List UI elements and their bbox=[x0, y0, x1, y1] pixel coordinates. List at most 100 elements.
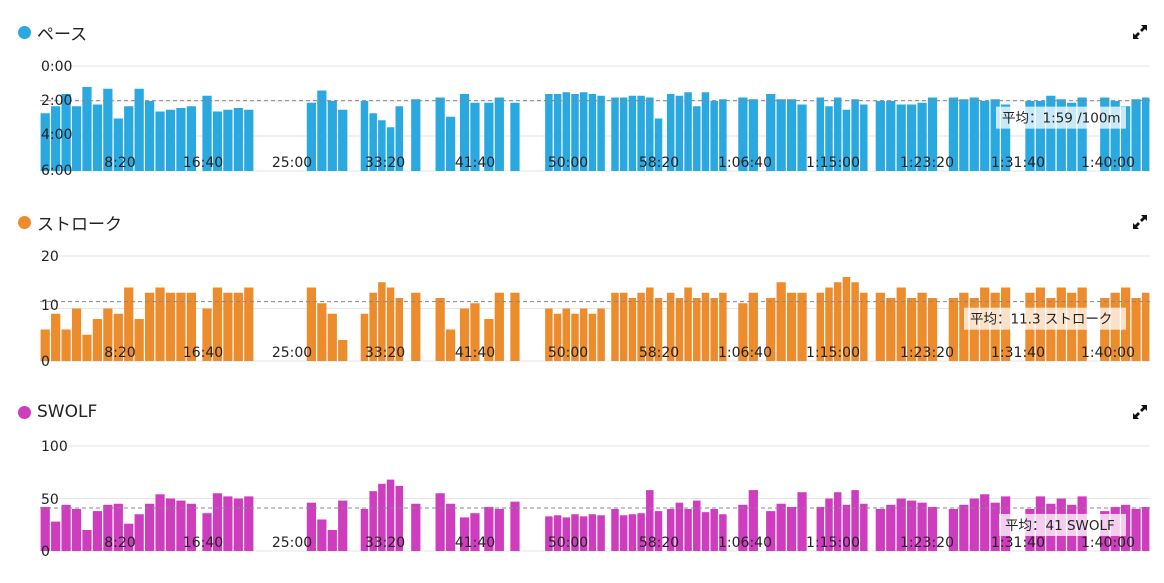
pace-bar bbox=[470, 102, 480, 171]
swolf-average-label: 平均：41 SWOLF bbox=[1005, 518, 1115, 534]
stroke-bar bbox=[797, 292, 807, 361]
pace-bar bbox=[628, 95, 637, 171]
stroke-bar bbox=[748, 292, 758, 361]
pace-bar bbox=[40, 113, 50, 171]
stroke-bar bbox=[61, 329, 71, 361]
swolf-bar bbox=[927, 506, 938, 551]
pace-bar bbox=[786, 99, 797, 171]
stroke-bar bbox=[701, 292, 710, 361]
swolf-bar bbox=[144, 503, 155, 551]
swolf-panel: SWOLF 100 50 0 8:20 16:40 25:00 33:20 41:40 50:0… bbox=[0, 380, 1164, 570]
pace-bar bbox=[435, 97, 445, 171]
pace-x-tick: 33:20 bbox=[365, 155, 405, 171]
stroke-bar bbox=[103, 308, 113, 361]
pace-bar bbox=[1110, 101, 1120, 171]
swolf-bar bbox=[435, 493, 445, 551]
swolf-expand-button[interactable] bbox=[1130, 402, 1150, 422]
swolf-bar bbox=[317, 519, 327, 551]
swolf-bar bbox=[327, 530, 337, 551]
stroke-x-tick: 58:20 bbox=[639, 345, 679, 361]
pace-x-tick: 41:40 bbox=[455, 155, 495, 171]
swolf-average-label-bg bbox=[999, 513, 1126, 536]
pace-x-tick: 1:40:00 bbox=[1081, 155, 1135, 171]
stroke-bar bbox=[917, 292, 927, 361]
pace-y-tick: 6:00 bbox=[41, 163, 72, 179]
swolf-bar bbox=[917, 502, 927, 551]
pace-bar bbox=[1141, 97, 1150, 171]
swolf-bar bbox=[411, 503, 421, 551]
pace-bar bbox=[684, 92, 692, 171]
stroke-bar bbox=[92, 319, 103, 361]
swolf-bar bbox=[797, 492, 807, 551]
stroke-x-tick: 1:06:40 bbox=[718, 345, 772, 361]
pace-x-tick: 8:20 bbox=[104, 155, 135, 171]
stroke-header: ストローク bbox=[18, 210, 122, 235]
pace-x-tick: 1:06:40 bbox=[718, 155, 772, 171]
stroke-x-tick: 1:15:00 bbox=[806, 345, 860, 361]
stroke-chart: 20 10 0 8:20 16:40 25:00 33:20 41:40 50:00 58:20 1… bbox=[40, 249, 1150, 370]
stroke-bar bbox=[113, 313, 123, 361]
stroke-bar bbox=[738, 303, 748, 361]
pace-bar bbox=[338, 109, 348, 171]
stroke-bar bbox=[619, 292, 628, 361]
stroke-bar bbox=[435, 298, 445, 361]
swolf-bar bbox=[445, 503, 456, 551]
pace-bar bbox=[61, 94, 71, 171]
stroke-bar bbox=[684, 287, 692, 361]
pace-bar bbox=[484, 102, 494, 171]
stroke-bar bbox=[244, 287, 254, 361]
swolf-bar bbox=[860, 503, 868, 551]
stroke-x-tick: 1:40:00 bbox=[1081, 345, 1135, 361]
swolf-y-tick: 0 bbox=[41, 544, 50, 560]
pace-bar bbox=[327, 101, 337, 171]
swolf-bar bbox=[61, 504, 71, 551]
swolf-bar bbox=[1141, 506, 1150, 551]
swolf-bar bbox=[369, 491, 377, 551]
swolf-x-tick: 25:00 bbox=[272, 535, 312, 551]
swolf-bar bbox=[597, 515, 605, 551]
pace-bar bbox=[1025, 101, 1035, 171]
stroke-panel: ストローク 20 10 0 8:20 16:40 25:00 33:20 41:40 50:00… bbox=[0, 190, 1164, 380]
pace-bar bbox=[459, 94, 470, 171]
swolf-y-tick: 50 bbox=[41, 492, 59, 508]
pace-bar bbox=[134, 88, 144, 171]
stroke-bar bbox=[886, 298, 896, 361]
pace-bar bbox=[1000, 104, 1011, 171]
pace-bar bbox=[1077, 97, 1087, 171]
pace-bar bbox=[738, 97, 748, 171]
pace-x-tick: 1:15:00 bbox=[806, 155, 860, 171]
swolf-bar bbox=[306, 502, 317, 551]
stroke-bar bbox=[896, 287, 906, 361]
stroke-x-tick: 25:00 bbox=[272, 345, 312, 361]
pace-bar bbox=[611, 97, 619, 171]
pace-bar bbox=[494, 97, 504, 171]
stroke-bar bbox=[927, 298, 938, 361]
stroke-y-tick: 0 bbox=[41, 354, 50, 370]
pace-bar bbox=[103, 88, 113, 171]
swolf-bar bbox=[969, 498, 979, 551]
stroke-expand-button[interactable] bbox=[1130, 212, 1150, 232]
pace-bar bbox=[797, 104, 807, 171]
swolf-bar bbox=[738, 504, 748, 551]
pace-bar bbox=[579, 92, 588, 171]
pace-bar bbox=[917, 102, 927, 171]
swolf-bar bbox=[155, 494, 165, 551]
stroke-x-tick: 8:20 bbox=[104, 345, 135, 361]
stroke-bar bbox=[144, 292, 155, 361]
pace-expand-button[interactable] bbox=[1130, 22, 1150, 42]
swolf-bar bbox=[553, 515, 562, 551]
pace-bar bbox=[1067, 102, 1077, 171]
pace-x-tick: 25:00 bbox=[272, 155, 312, 171]
stroke-bar bbox=[155, 287, 165, 361]
pace-bar bbox=[1131, 99, 1141, 171]
swolf-x-tick: 16:40 bbox=[183, 535, 223, 551]
swolf-bar bbox=[825, 498, 833, 551]
pace-y-tick: 0:00 bbox=[41, 59, 72, 75]
pace-bar bbox=[766, 94, 776, 171]
swolf-bar bbox=[103, 504, 113, 551]
stroke-bar bbox=[959, 292, 969, 361]
stroke-average-label: 平均：11.3 ストローク bbox=[970, 312, 1112, 328]
stroke-bar bbox=[459, 308, 470, 361]
swolf-bar bbox=[571, 514, 579, 551]
pace-bar bbox=[1100, 97, 1110, 171]
